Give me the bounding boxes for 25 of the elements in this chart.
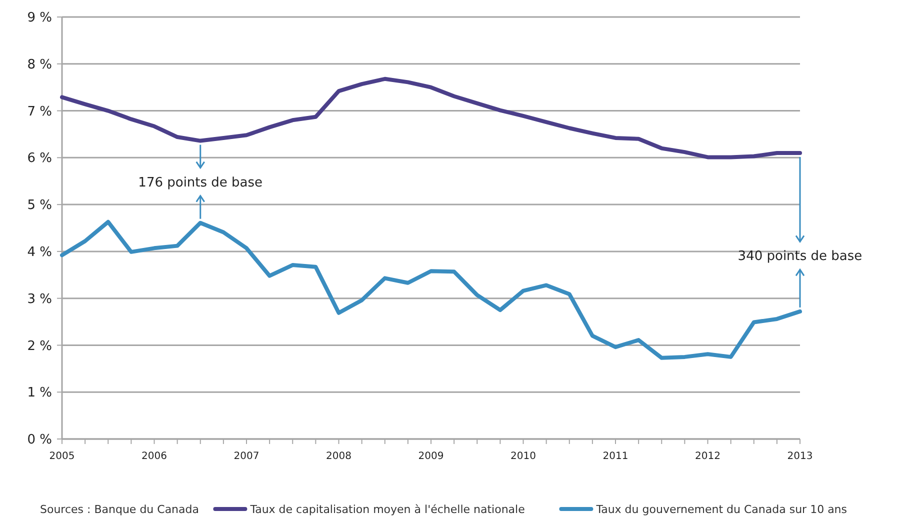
y-tick-label: 8 % xyxy=(27,57,52,72)
x-tick-label: 2012 xyxy=(695,451,720,462)
y-tick-label: 1 % xyxy=(27,386,52,401)
x-tick-label: 2008 xyxy=(326,451,352,462)
line-series xyxy=(60,76,802,160)
y-tick-label: 7 % xyxy=(27,104,52,120)
x-tick-label: 2010 xyxy=(510,451,536,462)
x-tick-label: 2013 xyxy=(787,451,813,462)
y-tick-label: 2 % xyxy=(27,338,52,354)
x-tick-label: 2007 xyxy=(234,451,260,462)
x-tick-label: 2005 xyxy=(49,451,75,462)
y-tick-label: 6 % xyxy=(27,151,52,166)
y-tick-label: 9 % xyxy=(27,10,52,26)
source-note: Sources : Banque du Canada xyxy=(40,503,199,516)
x-tick-label: 2006 xyxy=(142,451,167,462)
x-tick-label: 2009 xyxy=(418,451,444,462)
annotation: 340 points de base xyxy=(738,249,862,264)
y-tick-label: 5 % xyxy=(27,198,52,214)
y-tick-label: 3 % xyxy=(27,292,52,307)
y-tick-label: 0 % xyxy=(27,432,52,448)
annotation: 176 points de base xyxy=(138,175,263,190)
legend-label: Taux de capitalisation moyen à l'échelle nationale xyxy=(249,503,526,516)
y-tick-label: 4 % xyxy=(27,244,52,260)
legend-label: Taux du gouvernement du Canada sur 10 ans xyxy=(595,503,848,516)
x-tick-label: 2011 xyxy=(602,451,628,462)
